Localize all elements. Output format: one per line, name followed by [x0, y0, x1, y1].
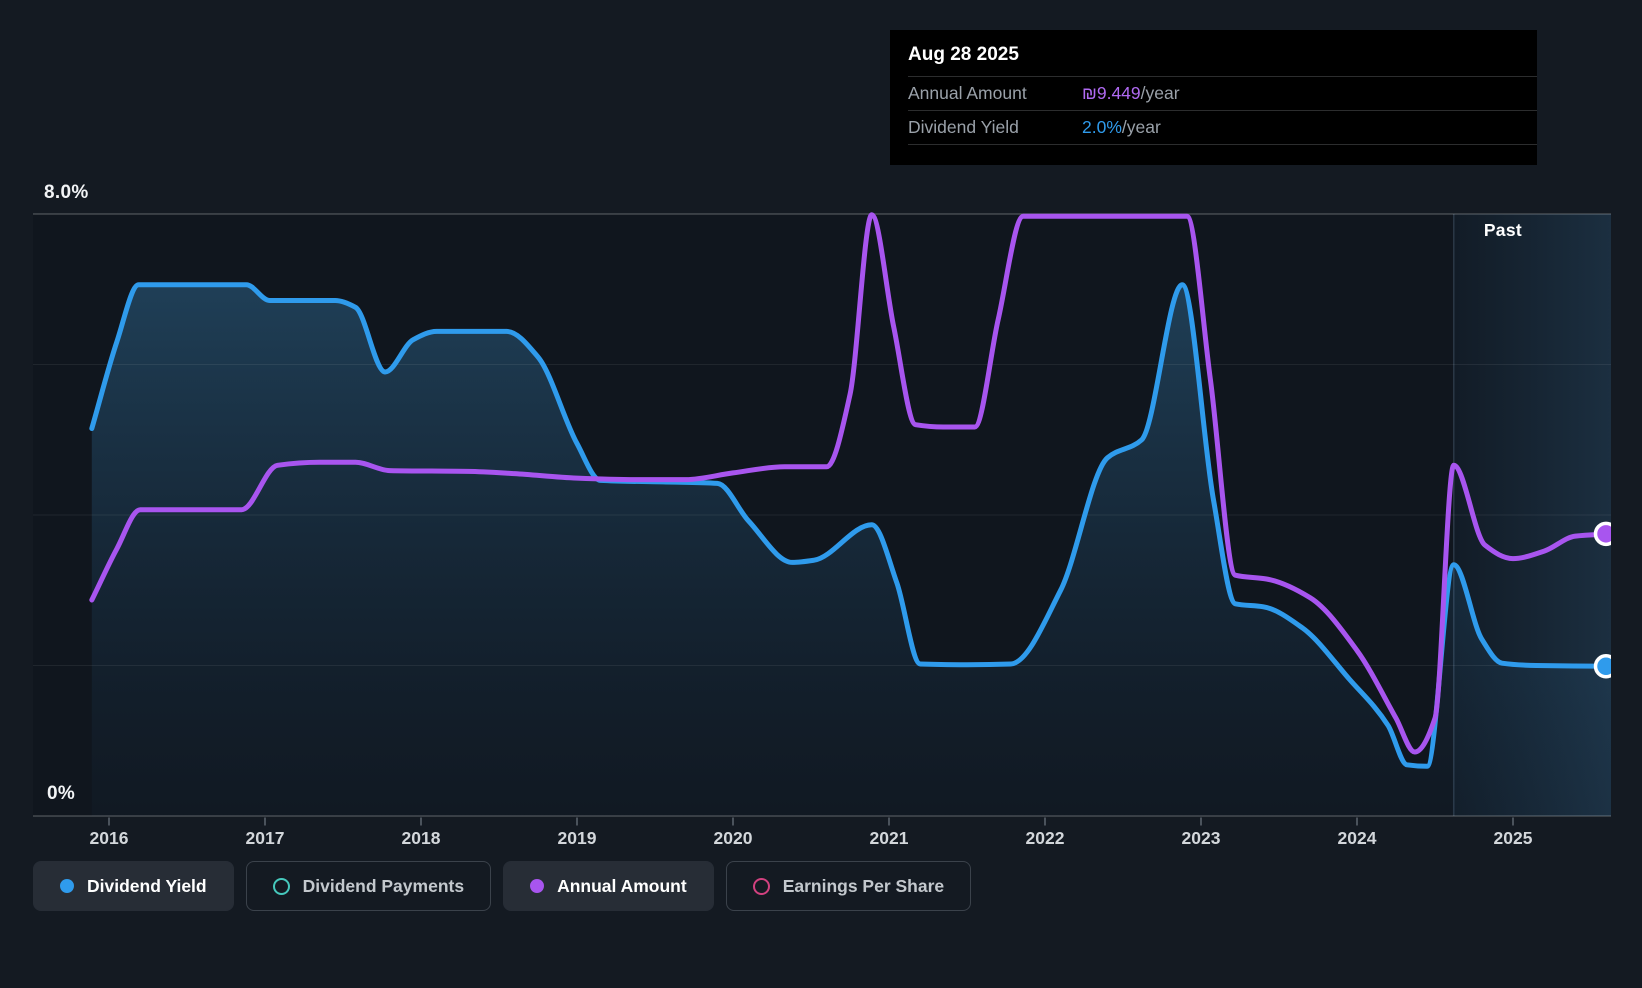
x-axis-label-2025: 2025 [1493, 828, 1533, 848]
x-axis-ticks [108, 817, 1514, 826]
tooltip-panel: Aug 28 2025 Annual Amount ₪9.449 /year D… [890, 30, 1537, 165]
y-axis-top-label: 8.0% [44, 182, 89, 203]
dividend-payments-dot-icon [272, 877, 290, 895]
x-axis-label-2023: 2023 [1181, 828, 1221, 848]
legend-bar: Dividend Yield Dividend Payments Annual Am… [33, 861, 972, 911]
tooltip-label: Dividend Yield [908, 117, 1019, 137]
tooltip-row-dividend-yield: Dividend Yield 2.0% /year [908, 110, 1537, 144]
dividend-yield-area [91, 284, 1612, 816]
x-axis-label-2019: 2019 [557, 828, 597, 848]
legend-annual-amount-button[interactable]: Annual Amount [503, 861, 714, 911]
x-axis-label-2024: 2024 [1337, 828, 1377, 848]
tooltip-rows: Annual Amount ₪9.449 /year Dividend Yiel… [908, 76, 1537, 165]
dividend-yield-line [89, 282, 1614, 769]
legend-dividend-payments-button[interactable]: Dividend Payments [245, 861, 492, 911]
past-region-label: Past [1483, 220, 1522, 240]
tooltip-value-dividend-yield: 2.0% [1082, 117, 1122, 137]
tooltip-suffix: /year [1121, 117, 1161, 137]
tooltip-row-annual-amount: Annual Amount ₪9.449 /year [908, 76, 1537, 110]
x-axis-label-2021: 2021 [869, 828, 909, 848]
tooltip-suffix: /year [1140, 83, 1180, 103]
gridlines [33, 213, 1611, 817]
x-axis-label-2022: 2022 [1025, 828, 1065, 848]
legend-earnings-per-share-button[interactable]: Earnings Per Share [725, 861, 972, 911]
annual-amount-line [89, 212, 1614, 755]
earnings-per-share-dot-icon [752, 877, 770, 895]
legend-dividend-yield-button[interactable]: Dividend Yield [33, 861, 234, 911]
tooltip-value-annual-amount: ₪9.449 [1082, 83, 1141, 103]
x-axis-label-2018: 2018 [401, 828, 441, 848]
legend-earnings-per-share-label: Earnings Per Share [782, 875, 945, 896]
right-edge-band [1611, 0, 1642, 988]
past-region [1453, 214, 1611, 816]
legend-dividend-payments-label: Dividend Payments [302, 875, 465, 896]
y-axis-bottom-label: 0% [47, 783, 76, 804]
tooltip-bottom-border [908, 144, 1537, 165]
tooltip-date: Aug 28 2025 [908, 44, 1019, 65]
x-axis-label-2020: 2020 [713, 828, 753, 848]
annual-amount-dot-icon [530, 879, 545, 893]
legend-dividend-yield-label: Dividend Yield [87, 875, 207, 896]
dividend-yield-dot-icon [60, 879, 74, 893]
tooltip-label: Annual Amount [908, 83, 1027, 103]
x-axis-label-2017: 2017 [245, 828, 285, 848]
legend-annual-amount-label: Annual Amount [557, 875, 687, 896]
x-axis-label-2016: 2016 [89, 828, 129, 848]
